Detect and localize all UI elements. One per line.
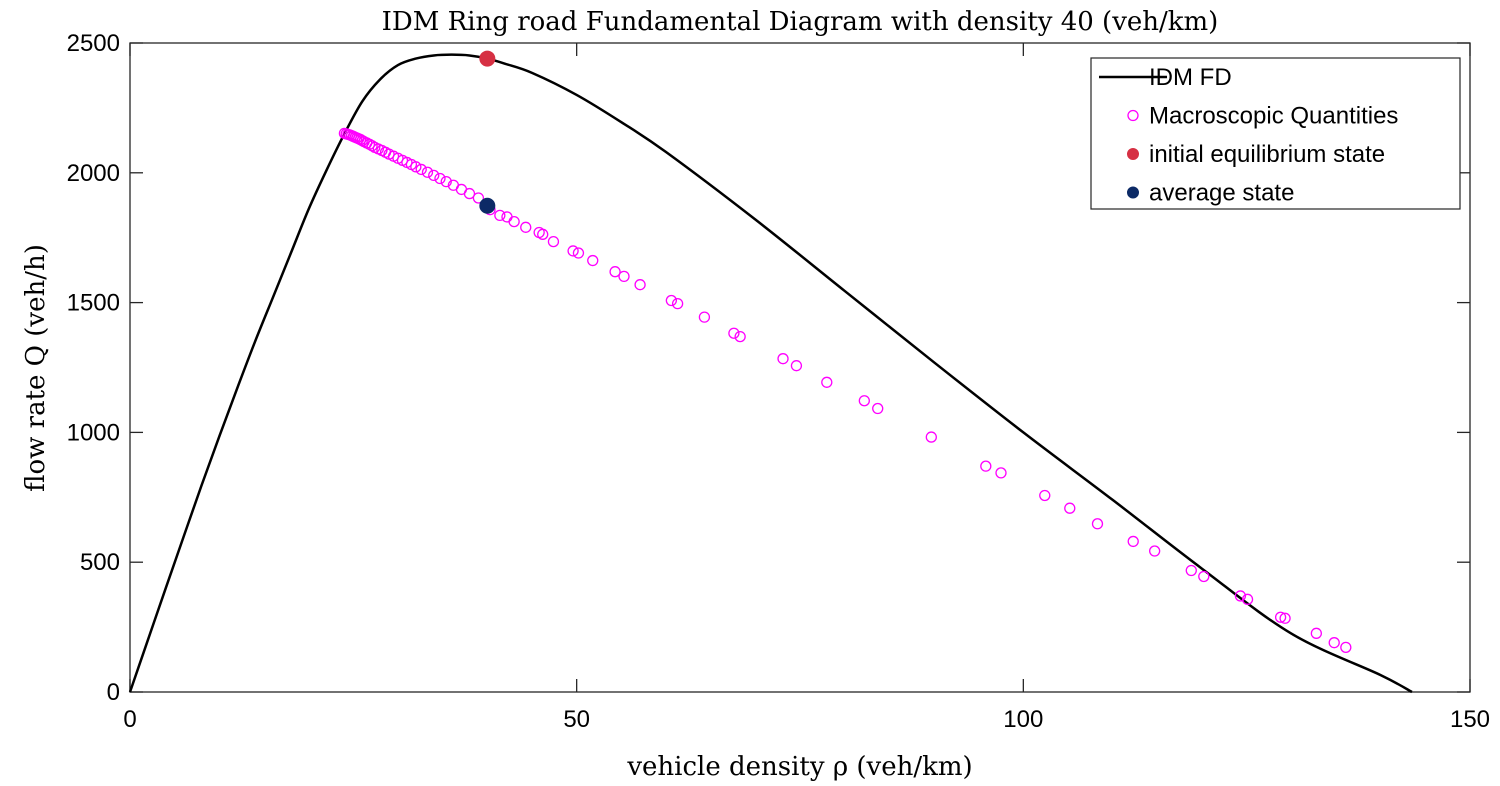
macroscopic-quantity-point — [671, 297, 684, 310]
macroscopic-quantity-point — [421, 166, 434, 178]
y-tick-label: 2500 — [67, 30, 120, 57]
y-tick-label: 500 — [80, 549, 120, 576]
idm-fd-curve — [128, 53, 1413, 694]
y-axis-label: flow rate Q (veh/h) — [21, 244, 51, 492]
macroscopic-quantity-point — [858, 395, 870, 407]
y-tick-label: 1000 — [67, 419, 120, 446]
macroscopic-quantity-point — [415, 163, 427, 176]
macroscopic-quantity-point — [1328, 637, 1340, 649]
average-state-point — [479, 197, 496, 214]
macroscopic-quantity-point — [1039, 489, 1051, 502]
macroscopic-quantity-point — [440, 175, 452, 188]
x-tick-label: 150 — [1450, 706, 1490, 733]
legend-label: initial equilibrium state — [1149, 141, 1385, 168]
macroscopic-quantity-point — [410, 161, 422, 173]
macroscopic-quantity-point — [547, 235, 560, 248]
macroscopic-quantity-point — [1064, 502, 1076, 514]
macroscopic-quantity-point — [821, 376, 833, 388]
macroscopic-quantity-point — [508, 215, 520, 228]
macroscopic-quantity-point — [790, 360, 803, 372]
chart-title: IDM Ring road Fundamental Diagram with d… — [382, 7, 1219, 37]
x-tick-label: 100 — [1003, 706, 1043, 733]
y-tick-label: 0 — [107, 679, 120, 706]
macroscopic-quantity-point — [777, 353, 789, 365]
x-tick-label: 0 — [123, 706, 136, 733]
macroscopic-quantity-point — [980, 460, 992, 472]
legend-filled-marker — [1127, 148, 1139, 160]
macroscopic-quantity-point — [1279, 612, 1291, 624]
macroscopic-quantity-point — [925, 431, 937, 443]
macroscopic-quantity-point — [428, 169, 440, 182]
macroscopic-quantity-point — [434, 172, 446, 185]
macroscopic-quantity-point — [1198, 570, 1210, 583]
macroscopic-quantity-point — [520, 221, 532, 233]
legend-box — [1090, 57, 1461, 210]
x-axis-label: vehicle density ρ (veh/km) — [626, 752, 972, 782]
macroscopic-quantity-point — [872, 402, 884, 415]
macroscopic-quantity-point — [1310, 627, 1322, 639]
legend-label: Macroscopic Quantities — [1149, 103, 1398, 130]
macroscopic-quantity-point — [463, 187, 476, 200]
macroscopic-quantity-point — [1149, 545, 1161, 557]
macroscopic-quantity-point — [1340, 641, 1352, 653]
macroscopic-quantity-point — [634, 279, 646, 291]
macroscopic-quantity-point — [501, 211, 513, 223]
macroscopic-quantity-point — [665, 294, 678, 307]
macroscopic-quantity-point — [572, 247, 585, 259]
macroscopic-quantity-point — [1274, 611, 1287, 623]
legend-open-marker — [1127, 109, 1139, 122]
macroscopic-quantity-point — [734, 330, 746, 343]
macroscopic-quantity-point — [1234, 590, 1247, 602]
x-tick-label: 50 — [563, 706, 590, 733]
macroscopic-quantity-point — [1091, 518, 1104, 530]
legend-label: IDM FD — [1149, 64, 1232, 91]
macroscopic-quantity-point — [567, 245, 579, 257]
legend-label: average state — [1149, 180, 1294, 207]
macroscopic-quantity-point — [537, 228, 549, 240]
macroscopic-quantity-point — [494, 209, 506, 222]
macroscopic-quantity-point — [698, 311, 711, 323]
y-tick-label: 1500 — [67, 290, 120, 317]
legend-filled-marker — [1127, 186, 1139, 199]
macroscopic-quantity-point — [472, 192, 485, 204]
macroscopic-quantity-point — [587, 254, 599, 267]
initial-equilibrium-point — [479, 50, 496, 67]
macroscopic-quantity-point — [618, 270, 630, 283]
axes-box — [129, 42, 1471, 693]
macroscopic-quantity-point — [1185, 564, 1197, 577]
macroscopic-quantity-point — [1127, 535, 1139, 548]
y-tick-label: 2000 — [67, 160, 120, 187]
macroscopic-quantity-point — [995, 467, 1007, 479]
macroscopic-quantity-point — [609, 266, 621, 278]
macroscopic-quantity-point — [1241, 593, 1254, 605]
macroscopic-quantity-point — [728, 327, 740, 339]
legend: IDM FD Macroscopic Quantities initial equi… — [1090, 57, 1461, 210]
